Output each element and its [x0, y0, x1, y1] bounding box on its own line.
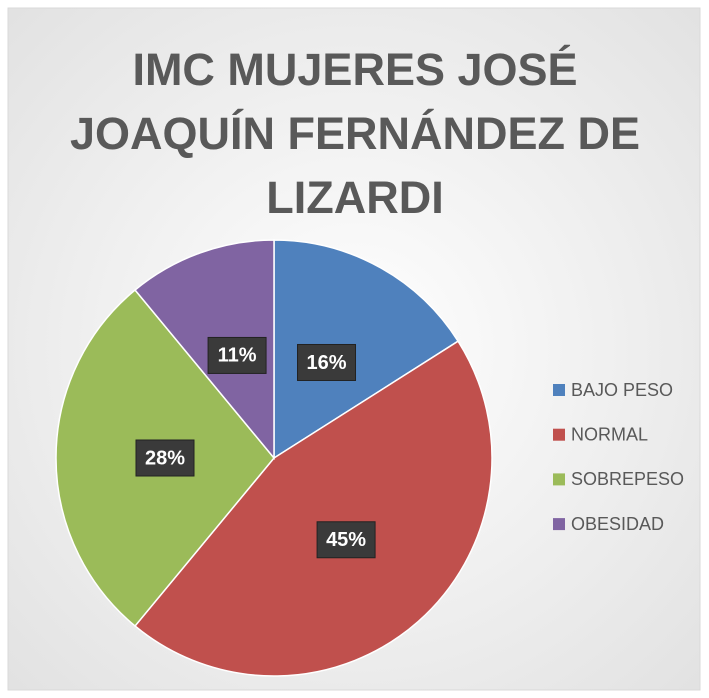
data-label: 45% — [326, 529, 366, 551]
data-label-box — [297, 343, 357, 381]
data-label-box — [316, 521, 376, 559]
data-label-box — [207, 336, 267, 374]
pie-slice — [133, 239, 275, 461]
data-label: 28% — [145, 447, 185, 469]
legend-label: SOBREPESO — [571, 469, 684, 489]
pie-slice — [273, 239, 460, 460]
pie-slice — [133, 340, 493, 677]
data-label-box — [135, 439, 195, 477]
legend-swatch — [553, 428, 565, 441]
legend-label: BAJO PESO — [571, 380, 673, 400]
legend-swatch — [553, 473, 565, 486]
chart-title: IMC MUJERES JOSÉ JOAQUÍN FERNÁNDEZ DE LI… — [69, 44, 641, 223]
legend-label: NORMAL — [571, 424, 648, 444]
legend-swatch — [553, 518, 565, 531]
data-label: 16% — [306, 352, 346, 374]
legend-label: OBESIDAD — [571, 514, 664, 534]
legend-swatch — [553, 384, 565, 396]
data-label: 11% — [218, 345, 257, 367]
